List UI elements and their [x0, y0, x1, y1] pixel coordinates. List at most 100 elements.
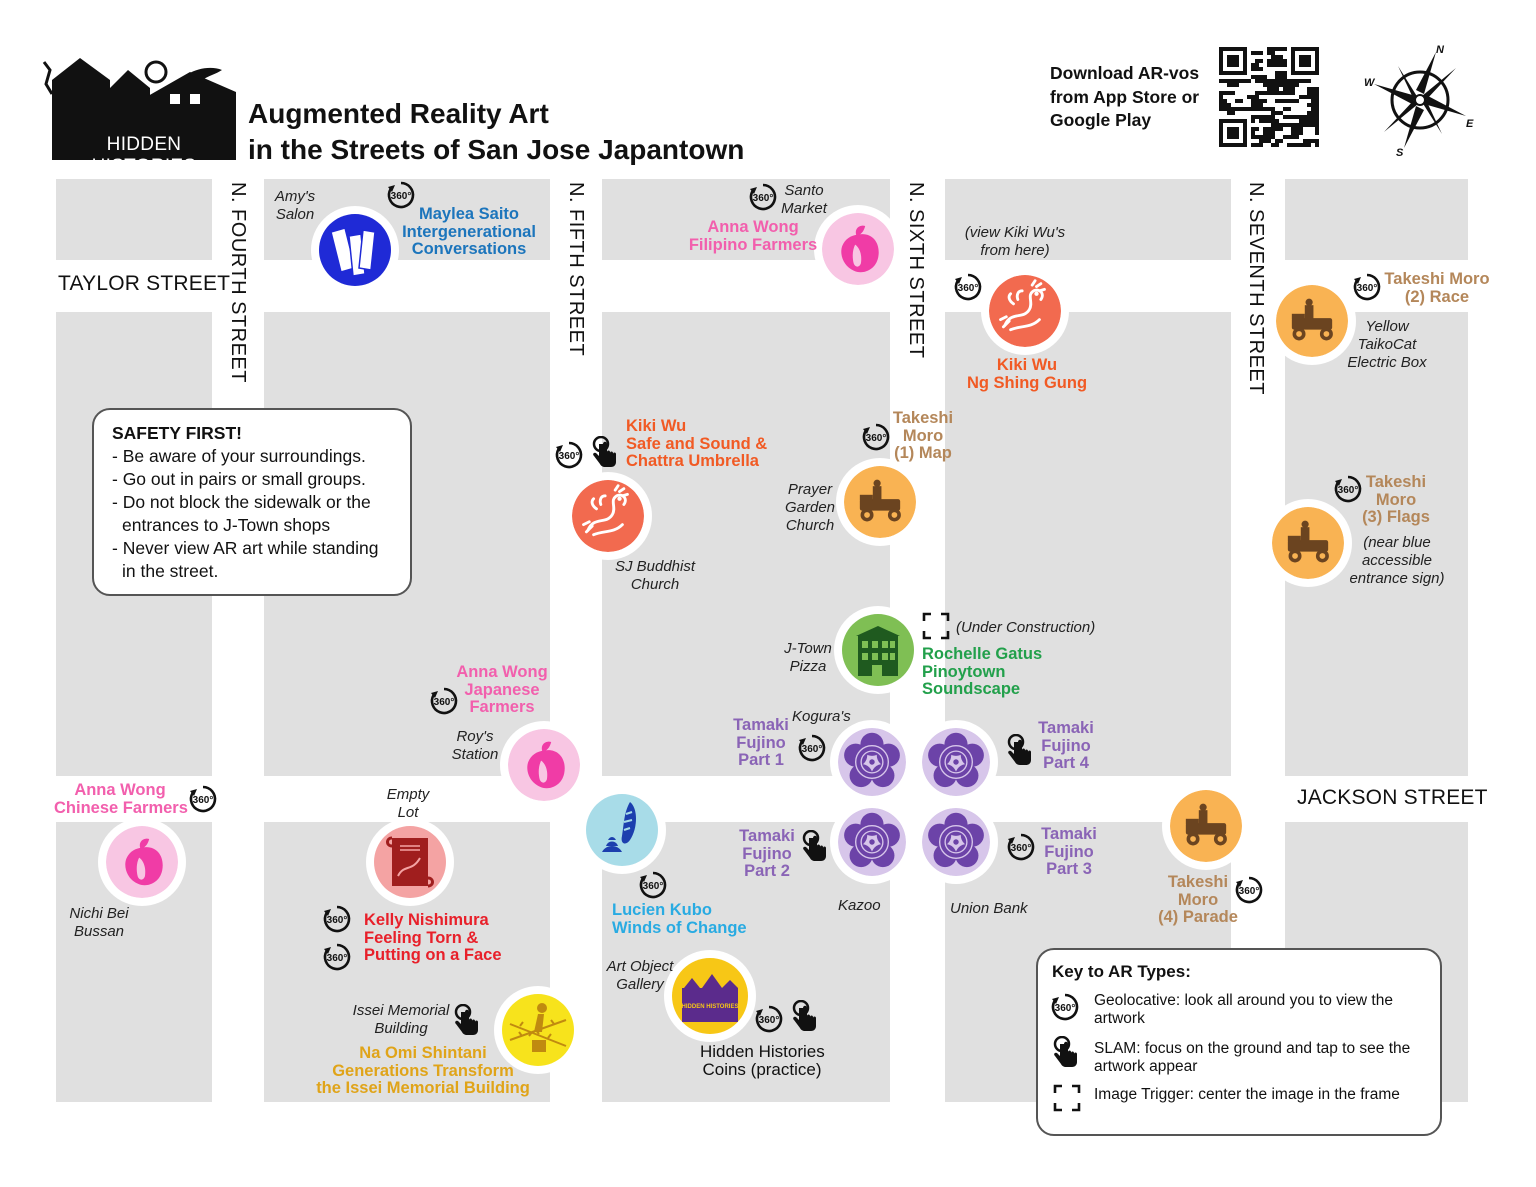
artwork-marker-tamaki-fujino-part4[interactable] — [914, 720, 998, 804]
place-text: Issei Memorial — [352, 1002, 450, 1019]
place-text: Art Object — [606, 958, 674, 975]
artwork-title: Safe and Sound & — [626, 434, 768, 453]
city-block-a5 — [1285, 179, 1468, 260]
artwork-title: Feeling Torn & — [364, 928, 479, 947]
artwork-marker-anna-wong-chinese[interactable] — [98, 818, 186, 906]
download-line1: Download AR-vos — [1050, 63, 1200, 83]
label-na-omi-shintani[interactable]: Na Omi Shintani Generations Transform th… — [310, 1044, 536, 1098]
street-label-seventh: N. SEVENTH STREET — [1245, 182, 1267, 395]
artwork-title: (2) Race — [1404, 287, 1470, 306]
artwork-marker-kiki-wu-ng-shing-gung[interactable] — [981, 267, 1069, 355]
artwork-title: Putting on a Face — [364, 946, 502, 964]
place-text: Prayer — [787, 481, 833, 498]
label-anna-wong-japanese[interactable]: Anna Wong Japanese Farmers — [454, 663, 550, 717]
tap-icon — [800, 830, 830, 862]
artwork-marker-anna-wong-japanese[interactable] — [500, 721, 588, 809]
artwork-marker-tamaki-fujino-part3[interactable] — [914, 800, 998, 884]
label-hidden-histories-coins[interactable]: Hidden Histories Coins (practice) — [700, 1043, 825, 1079]
place-text: Nichi Bei — [69, 905, 129, 922]
label-kelly-nishimura[interactable]: Kelly Nishimura Feeling Torn & Putting o… — [364, 911, 502, 965]
place-text: Union Bank — [950, 900, 1028, 917]
artwork-marker-moro-parade[interactable] — [1162, 782, 1250, 870]
artwork-marker-tamaki-fujino-part2[interactable] — [830, 800, 914, 884]
artwork-title: Chattra Umbrella — [626, 452, 759, 470]
tractor-icon — [1170, 790, 1242, 862]
label-rochelle-gatus[interactable]: Rochelle Gatus Pinoytown Soundscape — [922, 645, 1043, 699]
artwork-marker-maylea-saito[interactable] — [311, 206, 399, 294]
compass-e: E — [1466, 118, 1474, 130]
qr-code[interactable] — [1219, 47, 1319, 147]
artwork-marker-tamaki-fujino-part1[interactable] — [830, 720, 914, 804]
artwork-title: (4) Parade — [1158, 908, 1238, 926]
logo-skyline-icon — [42, 58, 236, 160]
label-moro-map[interactable]: Takeshi Moro (1) Map — [890, 409, 956, 463]
360-icon — [748, 182, 778, 212]
artwork-marker-moro-flags[interactable] — [1264, 499, 1352, 587]
artwork-marker-lucien-kubo[interactable] — [578, 786, 666, 874]
safety-line: - Be aware of your surroundings. — [112, 446, 366, 466]
place-text: Garden — [784, 499, 836, 516]
qr-code-icon — [1219, 47, 1319, 147]
artist-name: Maylea Saito — [419, 205, 519, 223]
artwork-title: Farmers — [469, 698, 535, 716]
label-tamaki-fujino-part1[interactable]: Tamaki Fujino Part 1 — [730, 716, 792, 770]
place-text: Salon — [275, 206, 315, 223]
artwork-marker-hidden-histories-coins[interactable]: HIDDEN HISTORIES — [664, 950, 756, 1042]
place-text: Pizza — [789, 658, 827, 675]
place-union-bank: Union Bank — [950, 900, 1028, 918]
building-icon — [856, 626, 900, 676]
coin-icon — [682, 974, 738, 1022]
safety-line: - Go out in pairs or small groups. — [112, 469, 366, 489]
artist-name: Fujino — [1041, 736, 1091, 755]
safety-notice: SAFETY FIRST! - Be aware of your surroun… — [92, 408, 412, 596]
place-roys-station: Roy's Station — [448, 728, 502, 764]
label-tamaki-fujino-part2[interactable]: Tamaki Fujino Part 2 — [736, 827, 798, 881]
place-text: (near blue — [1363, 534, 1431, 551]
label-lucien-kubo[interactable]: Lucien Kubo Winds of Change — [612, 901, 747, 937]
place-near-blue-sign: (near blue accessible entrance sign) — [1348, 534, 1446, 588]
image-trigger-icon — [1053, 1084, 1081, 1112]
label-maylea-saito[interactable]: Maylea Saito Intergenerational Conversat… — [400, 205, 538, 259]
place-text: Kazoo — [838, 897, 881, 914]
coin-text: HIDDEN HISTORIES — [681, 1004, 739, 1010]
artwork-marker-na-omi-shintani[interactable] — [494, 986, 582, 1074]
dragon-icon — [989, 275, 1061, 347]
artwork-marker-rochelle-gatus[interactable] — [834, 606, 922, 694]
artist-name: Fujino — [736, 733, 786, 752]
artwork-marker-kiki-wu-safe-sound[interactable] — [564, 472, 652, 560]
artwork-marker-moro-race[interactable] — [1268, 277, 1356, 365]
legend-heading: Key to AR Types: — [1052, 962, 1191, 981]
legend-text: artwork — [1094, 1010, 1145, 1027]
artwork-marker-kelly-nishimura[interactable] — [366, 818, 454, 906]
label-moro-race[interactable]: Takeshi Moro (2) Race — [1382, 270, 1492, 306]
artist-name: Takeshi Moro — [1384, 270, 1490, 288]
artist-name: Rochelle Gatus — [922, 645, 1043, 663]
label-tamaki-fujino-part4[interactable]: Tamaki Fujino Part 4 — [1036, 719, 1096, 773]
artwork-marker-anna-wong-filipino[interactable] — [814, 205, 902, 293]
artwork-title: the Issei Memorial Building — [316, 1079, 530, 1097]
place-sj-buddhist-church: SJ Buddhist Church — [612, 558, 698, 594]
label-anna-wong-filipino[interactable]: Anna Wong Filipino Farmers — [688, 218, 818, 254]
label-anna-wong-chinese[interactable]: Anna Wong Chinese Farmers — [54, 781, 188, 817]
label-kiki-wu-safe-sound[interactable]: Kiki Wu Safe and Sound & Chattra Umbrell… — [626, 417, 768, 471]
label-moro-parade[interactable]: Takeshi Moro (4) Parade — [1158, 873, 1238, 927]
artwork-title: Filipino Farmers — [688, 235, 818, 254]
paper-tags-icon — [330, 227, 376, 277]
place-koguras: Kogura's — [792, 708, 851, 726]
artwork-title: Coins (practice) — [702, 1060, 822, 1079]
city-block-b3 — [602, 312, 890, 776]
artist-name: Na Omi Shintani — [359, 1044, 487, 1062]
artwork-title: Part 1 — [738, 751, 784, 769]
plum-icon — [106, 826, 178, 898]
artist-name: Moro — [902, 426, 944, 445]
artwork-title: Intergenerational — [402, 222, 536, 241]
label-kiki-wu-ng-shing-gung[interactable]: Kiki Wu Ng Shing Gung — [962, 356, 1092, 392]
label-tamaki-fujino-part3[interactable]: Tamaki Fujino Part 3 — [1038, 825, 1100, 879]
legend-slam: SLAM: focus on the ground and tap to see… — [1094, 1040, 1410, 1076]
artwork-title: Generations Transform — [332, 1061, 514, 1080]
artist-name: Kiki Wu — [626, 417, 687, 435]
artwork-marker-moro-map[interactable] — [836, 458, 924, 546]
artwork-title: Soundscape — [922, 680, 1021, 698]
label-moro-flags[interactable]: Takeshi Moro (3) Flags — [1360, 473, 1432, 527]
flower-icon — [838, 728, 906, 796]
